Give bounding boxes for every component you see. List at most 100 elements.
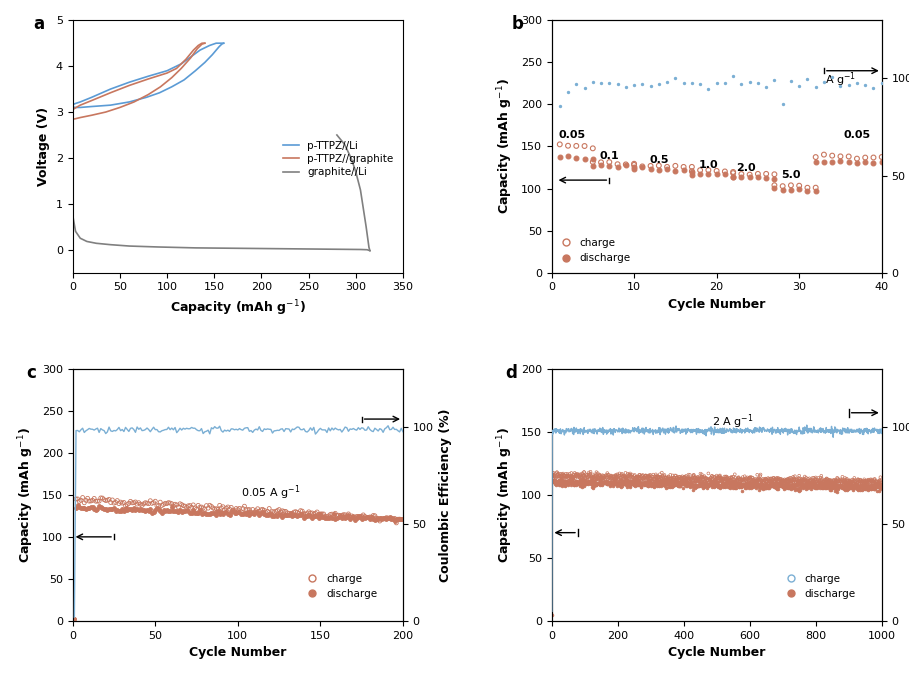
Point (603, 479, 617, 490)
Point (658, 481, 673, 491)
Point (774, 479, 788, 489)
Point (308, 508, 323, 518)
Point (702, 474, 716, 485)
Point (751, 481, 765, 492)
Point (807, 481, 822, 492)
Point (712, 476, 726, 487)
Point (610, 478, 624, 489)
Point (732, 477, 746, 488)
Point (808, 472, 823, 483)
Point (555, 469, 570, 480)
Point (823, 481, 837, 491)
Point (257, 509, 272, 520)
Point (343, 512, 357, 522)
Point (579, 478, 594, 489)
Point (851, 474, 865, 485)
Point (689, 475, 704, 486)
Point (217, 504, 232, 515)
Point (683, 470, 697, 481)
Point (570, 471, 584, 482)
Point (798, 481, 813, 492)
Point (860, 479, 874, 489)
Point (731, 472, 745, 483)
Point (849, 479, 864, 489)
Point (814, 481, 829, 491)
Point (678, 475, 693, 486)
Point (723, 483, 737, 493)
Point (244, 507, 258, 518)
Point (764, 476, 778, 487)
Point (569, 475, 584, 486)
Point (659, 477, 674, 488)
Point (866, 476, 881, 487)
Point (267, 507, 282, 518)
Point (689, 481, 704, 492)
Point (764, 473, 778, 484)
Point (600, 470, 614, 481)
Point (132, 505, 146, 516)
Point (588, 479, 603, 490)
Point (816, 483, 831, 493)
Point (585, 154, 600, 165)
Point (699, 477, 714, 488)
Point (660, 475, 674, 485)
Point (562, 472, 576, 483)
Point (728, 481, 743, 491)
Point (749, 477, 764, 488)
Point (740, 479, 754, 489)
Point (565, 474, 580, 485)
Point (628, 476, 643, 487)
Point (743, 169, 757, 180)
Point (772, 481, 786, 491)
Point (768, 481, 783, 492)
Point (676, 476, 691, 487)
Point (634, 471, 648, 482)
Point (864, 481, 879, 491)
Point (579, 473, 594, 484)
Point (796, 483, 811, 493)
Point (559, 470, 574, 481)
Point (604, 472, 618, 483)
Point (186, 500, 201, 510)
Point (604, 479, 618, 490)
Point (808, 152, 823, 163)
Point (557, 470, 572, 481)
Point (608, 471, 623, 482)
Point (211, 506, 225, 516)
Point (818, 477, 833, 487)
Point (179, 502, 194, 513)
Point (704, 470, 719, 481)
Point (546, 475, 561, 486)
Point (649, 471, 664, 482)
Point (673, 477, 687, 488)
Point (817, 477, 832, 488)
Point (727, 483, 742, 493)
Point (613, 470, 627, 481)
Point (593, 475, 607, 485)
Point (784, 476, 798, 487)
Point (834, 480, 849, 491)
Point (868, 481, 883, 491)
Point (714, 476, 728, 487)
Point (854, 476, 868, 487)
Point (335, 512, 349, 523)
Point (385, 514, 399, 524)
Point (808, 482, 823, 493)
Point (636, 472, 651, 483)
Point (644, 80, 658, 91)
Point (550, 476, 564, 487)
Point (790, 484, 804, 495)
Point (757, 481, 772, 491)
Point (588, 470, 603, 481)
Point (767, 180, 782, 190)
Point (688, 472, 703, 483)
Point (549, 470, 564, 481)
Point (721, 481, 735, 492)
Point (860, 481, 874, 491)
Point (671, 481, 685, 492)
Point (77, 502, 92, 513)
Point (195, 508, 210, 518)
Point (553, 477, 567, 488)
Point (569, 152, 584, 163)
Point (698, 480, 713, 491)
